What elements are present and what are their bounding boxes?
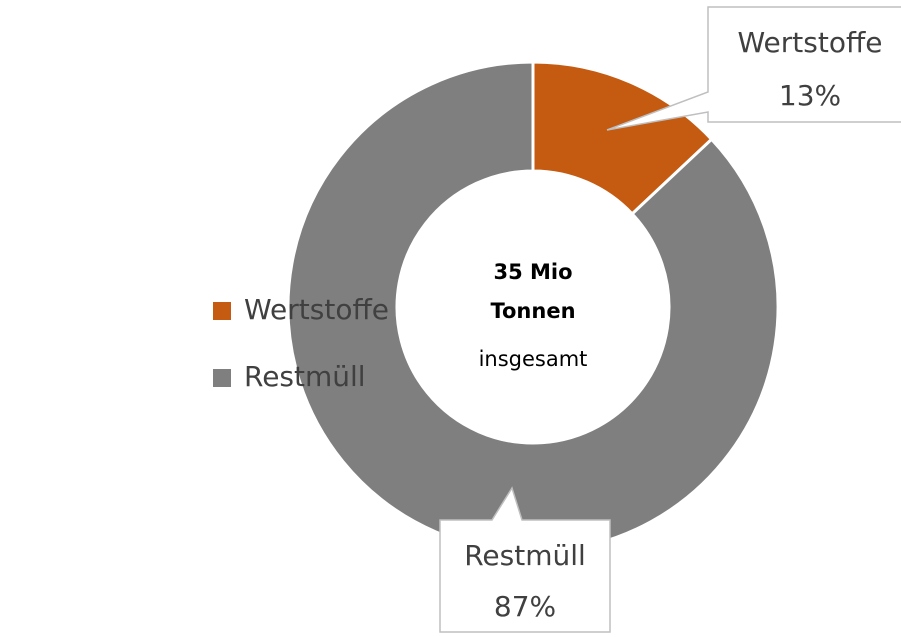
callout xyxy=(606,6,901,131)
legend-label: Wertstoffe xyxy=(244,293,389,326)
legend-marker xyxy=(213,369,231,387)
data-label-name: Restmüll xyxy=(464,539,586,572)
data-label-name: Wertstoffe xyxy=(738,26,883,59)
data-label-value: 13% xyxy=(779,79,841,112)
center-sublabel: insgesamt xyxy=(479,347,588,371)
center-label: Tonnen xyxy=(490,299,575,323)
legend-marker xyxy=(213,302,231,320)
center-label: 35 Mio xyxy=(493,260,572,284)
slice xyxy=(286,60,780,554)
slices xyxy=(286,60,780,554)
legend-label: Restmüll xyxy=(244,360,366,393)
callout xyxy=(439,486,611,633)
data-label-value: 87% xyxy=(494,590,556,623)
